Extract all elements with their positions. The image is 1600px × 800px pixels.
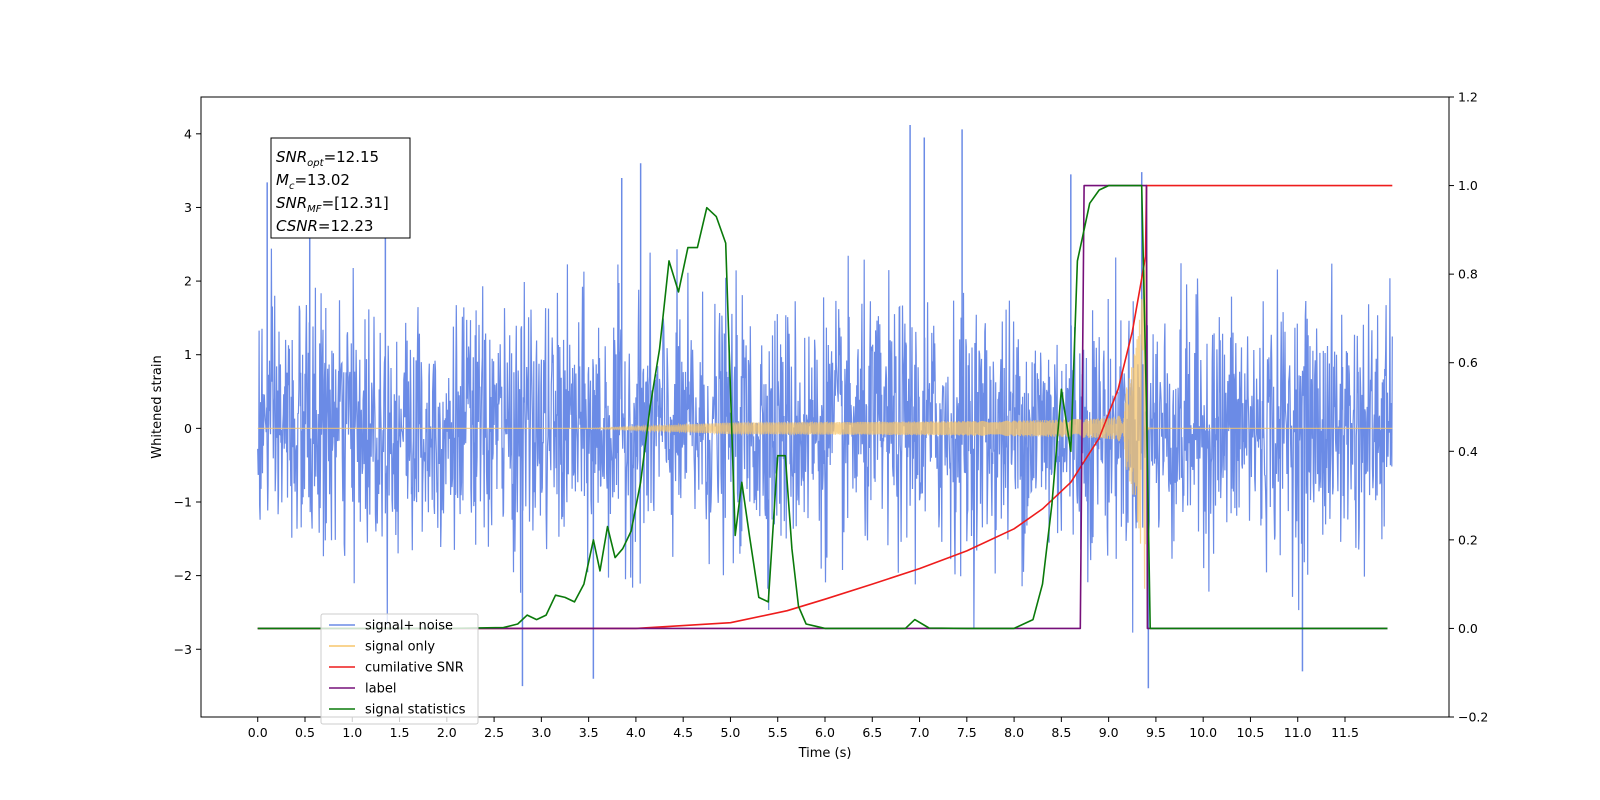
x-tick-label: 3.5: [579, 725, 599, 740]
series-signal-noise: [257, 124, 1393, 689]
x-axis-label: Time (s): [798, 746, 852, 761]
x-tick-label: 9.5: [1146, 725, 1166, 740]
x-tick-label: 0.5: [295, 725, 315, 740]
legend-frame: [320, 613, 479, 725]
x-tick-label: 9.0: [1099, 725, 1119, 740]
legend-entry: signal statistics: [365, 703, 466, 718]
x-tick-label: 8.5: [1051, 725, 1071, 740]
x-tick-label: 4.5: [673, 725, 693, 740]
line-trace: [257, 184, 1388, 630]
x-tick-label: 6.0: [815, 725, 835, 740]
y-tick-label: 3: [184, 200, 192, 215]
x-tick-label: 1.5: [390, 725, 410, 740]
y-tick-label: 4: [184, 126, 192, 141]
y2-tick-label: 0.2: [1458, 532, 1478, 547]
annotation-line: SNRopt=12.15: [276, 148, 379, 169]
y2-tick-label: 1.2: [1458, 90, 1478, 105]
x-tick-label: 10.0: [1189, 725, 1217, 740]
y-axis-label: Whitened strain: [150, 355, 165, 458]
y-tick-label: −3: [174, 642, 192, 657]
y2-tick-label: 0.0: [1458, 621, 1478, 636]
signal-trace: [257, 254, 1393, 589]
x-tick-label: 3.0: [531, 725, 551, 740]
x-tick-label: 2.0: [437, 725, 457, 740]
annotation-line: CSNR=12.23: [276, 217, 373, 235]
x-tick-label: 7.5: [957, 725, 977, 740]
legend-entry: signal only: [365, 640, 435, 655]
annotation-frame: [270, 137, 411, 239]
series-signal-only: [257, 254, 1393, 589]
legend-entry: label: [365, 682, 396, 697]
x-tick-label: 11.5: [1331, 725, 1359, 740]
y2-tick-label: 1.0: [1458, 178, 1478, 193]
legend-entry: signal+ noise: [365, 619, 453, 634]
x-tick-label: 5.5: [768, 725, 788, 740]
x-tick-label: 8.0: [1004, 725, 1024, 740]
noise-trace: [257, 248, 1393, 633]
x-tick-label: 6.5: [862, 725, 882, 740]
x-tick-label: 5.0: [721, 725, 741, 740]
x-tick-label: 11.0: [1284, 725, 1312, 740]
y2-tick-label: 0.6: [1458, 355, 1478, 370]
y-tick-label: 0: [184, 421, 192, 436]
series-cumilative-snr: [257, 184, 1393, 630]
x-tick-label: 2.5: [484, 725, 504, 740]
y2-tick-label: −0.2: [1458, 710, 1488, 725]
y-tick-label: 2: [184, 274, 192, 289]
legend-entry: cumilative SNR: [365, 661, 464, 676]
annotation-line: Mc=13.02: [276, 171, 350, 192]
legend: signal+ noise signal only cumilative SNR la…: [320, 613, 479, 725]
y2-tick-label: 0.8: [1458, 267, 1478, 282]
y-tick-label: 1: [184, 347, 192, 362]
series-signal-statistics: [257, 184, 1388, 630]
annotation-line: SNRMF=[12.31]: [276, 194, 389, 215]
x-tick-label: 7.0: [910, 725, 930, 740]
x-tick-label: 4.0: [626, 725, 646, 740]
x-tick-label: 10.5: [1237, 725, 1265, 740]
y-tick-label: −1: [174, 494, 192, 509]
x-tick-label: 0.0: [248, 725, 268, 740]
y2-tick-label: 0.4: [1458, 444, 1478, 459]
line-trace: [257, 184, 1393, 630]
y-tick-label: −2: [174, 568, 192, 583]
x-tick-label: 1.0: [342, 725, 362, 740]
